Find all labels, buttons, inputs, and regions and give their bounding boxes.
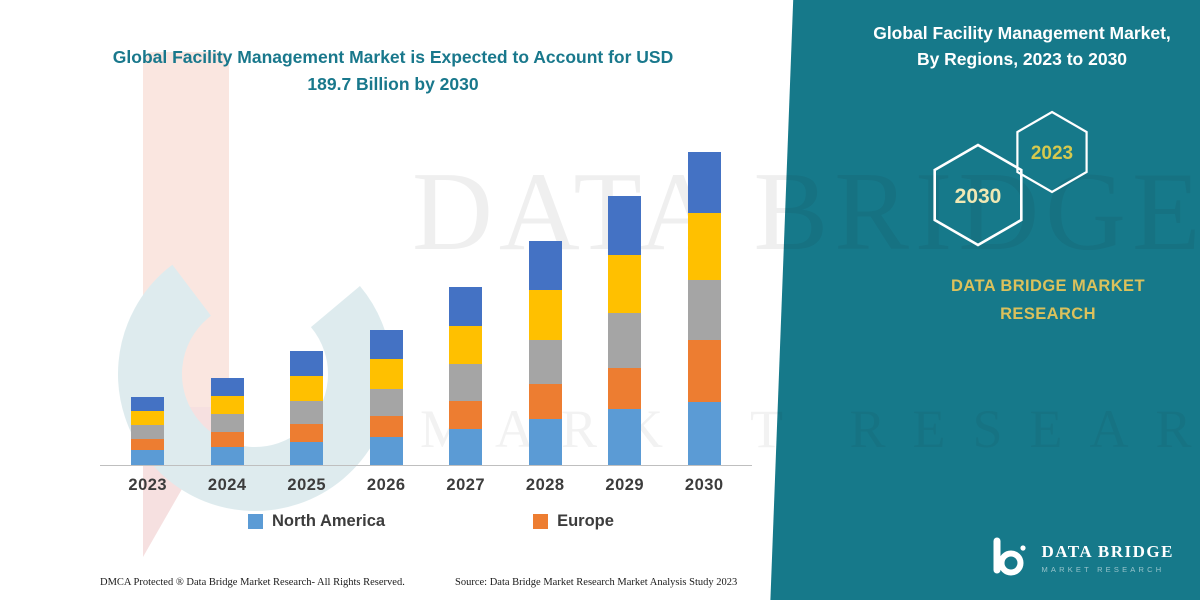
bar-segment xyxy=(687,402,721,465)
bar-column-2025 xyxy=(267,135,347,465)
bar-segment xyxy=(449,428,483,465)
hexagon-2023-label: 2023 xyxy=(1031,143,1073,164)
year-hexagons: 2030 2023 xyxy=(933,110,1088,247)
data-bridge-logo-icon xyxy=(993,537,1027,576)
bar-segment xyxy=(210,377,244,396)
logo-subtitle: MARKET RESEARCH xyxy=(1041,565,1165,574)
bar-segment xyxy=(131,425,165,439)
bar-segment xyxy=(131,397,165,411)
bar-segment xyxy=(608,408,642,465)
x-tick-label: 2028 xyxy=(525,476,565,494)
bar-segment xyxy=(528,240,562,291)
brand-caption-line2: RESEARCH xyxy=(1000,305,1096,324)
bar-segment xyxy=(210,395,244,415)
bar-segment xyxy=(210,446,244,465)
bar-column-2028 xyxy=(506,135,586,465)
hexagon-2030-label: 2030 xyxy=(955,185,1002,208)
logo-title: DATA BRIDGE xyxy=(1041,542,1174,561)
bar-segment xyxy=(608,367,642,409)
logo-text-block: DATA BRIDGE MARKET RESEARCH xyxy=(1041,542,1174,574)
bar-segment xyxy=(449,400,483,429)
x-tick-label: 2027 xyxy=(446,476,486,494)
bar-segment xyxy=(369,359,403,390)
bar-segment xyxy=(608,255,642,314)
bar-segment xyxy=(369,415,403,437)
footer-source: Source: Data Bridge Market Research Mark… xyxy=(455,577,738,588)
bar-segment xyxy=(210,432,244,447)
stacked-bar-chart: 2023 2024 2025 2026 2027 2028 2029 2030 xyxy=(100,135,752,495)
hexagon-2030 xyxy=(933,143,1023,247)
hexagon-2023 xyxy=(1016,110,1088,194)
legend-label-north-america: North America xyxy=(272,512,386,530)
x-tick-label: 2025 xyxy=(287,476,327,494)
chart-headline: Global Facility Management Market is Exp… xyxy=(63,44,723,98)
chart-headline-line2: 189.7 Billion by 2030 xyxy=(307,74,479,95)
bar-segment xyxy=(528,339,562,385)
bar-segment xyxy=(528,384,562,419)
bar-segment xyxy=(290,351,324,376)
x-tick-label: 2026 xyxy=(366,476,406,494)
bar-column-2029 xyxy=(585,135,665,465)
bar-segment xyxy=(687,151,721,213)
bar-segment xyxy=(449,364,483,401)
bars-row xyxy=(108,135,744,465)
bar-segment xyxy=(608,195,642,256)
bar-segment xyxy=(290,423,324,442)
bar-segment xyxy=(131,438,165,451)
legend-label-europe: Europe xyxy=(557,512,614,530)
bar-segment xyxy=(369,389,403,416)
brand-caption-line1: DATA BRIDGE MARKET xyxy=(951,277,1145,295)
bar-segment xyxy=(210,414,244,433)
bar-segment xyxy=(687,212,721,281)
brand-caption: DATA BRIDGE MARKET RESEARCH xyxy=(883,272,1200,328)
x-tick-label: 2023 xyxy=(128,476,168,494)
bar-column-2024 xyxy=(188,135,268,465)
bar-segment xyxy=(290,441,324,465)
x-tick-label: 2030 xyxy=(684,476,724,494)
bar-segment xyxy=(290,400,324,424)
legend-item-europe: Europe xyxy=(533,512,614,531)
bar-segment xyxy=(131,410,165,426)
bar-segment xyxy=(449,286,483,327)
bar-segment xyxy=(687,339,721,403)
chart-legend: North America Europe xyxy=(248,512,614,531)
bar-column-2027 xyxy=(426,135,506,465)
legend-swatch-europe xyxy=(533,514,549,529)
x-tick-label: 2029 xyxy=(605,476,645,494)
x-axis-line xyxy=(100,465,752,466)
bar-segment xyxy=(687,280,721,340)
bar-segment xyxy=(369,329,403,360)
bar-segment xyxy=(528,290,562,340)
bar-segment xyxy=(449,326,483,365)
footer-dmca: DMCA Protected ® Data Bridge Market Rese… xyxy=(100,577,405,588)
chart-headline-line1: Global Facility Management Market is Exp… xyxy=(112,47,674,67)
bar-segment xyxy=(528,418,562,465)
data-bridge-logo: DATA BRIDGE MARKET RESEARCH xyxy=(987,536,1174,580)
x-labels-row: 2023 2024 2025 2026 2027 2028 2029 2030 xyxy=(108,466,744,495)
bar-segment xyxy=(608,313,642,368)
bar-column-2026 xyxy=(347,135,427,465)
panel-heading: Global Facility Management Market, By Re… xyxy=(873,23,1171,70)
x-tick-label: 2024 xyxy=(207,476,247,494)
bar-column-2030 xyxy=(665,135,745,465)
bar-segment xyxy=(290,375,324,401)
bar-segment xyxy=(369,436,403,465)
legend-swatch-north-america xyxy=(248,514,263,529)
bar-segment xyxy=(131,450,165,465)
bar-column-2023 xyxy=(108,135,188,465)
legend-item-north-america: North America xyxy=(248,512,385,531)
